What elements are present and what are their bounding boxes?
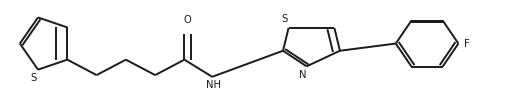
Text: S: S bbox=[31, 73, 37, 83]
Text: N: N bbox=[298, 70, 306, 80]
Text: O: O bbox=[183, 15, 191, 25]
Text: NH: NH bbox=[205, 80, 220, 90]
Text: S: S bbox=[281, 14, 287, 24]
Text: F: F bbox=[464, 39, 469, 49]
